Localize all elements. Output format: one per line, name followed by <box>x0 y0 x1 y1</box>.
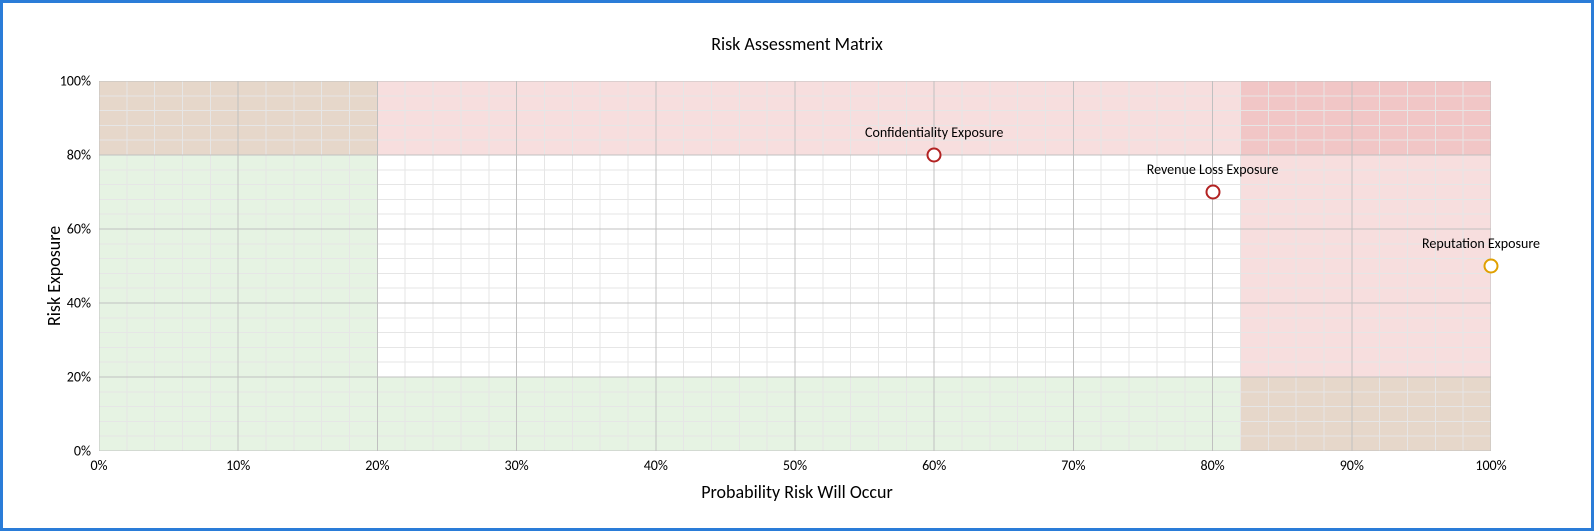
x-tick-label: 10% <box>226 457 250 474</box>
y-tick-label: 40% <box>67 295 91 312</box>
x-tick-label: 20% <box>365 457 389 474</box>
y-tick-label: 20% <box>67 369 91 386</box>
x-tick-label: 90% <box>1340 457 1364 474</box>
gridlines <box>99 81 1491 451</box>
risk-point-label: Reputation Exposure <box>1422 235 1540 252</box>
y-tick-label: 80% <box>67 147 91 164</box>
x-tick-label: 50% <box>783 457 807 474</box>
y-axis-label: Risk Exposure <box>43 226 65 326</box>
x-tick-label: 70% <box>1061 457 1085 474</box>
risk-point-label: Revenue Loss Exposure <box>1147 161 1279 178</box>
risk-point-label: Confidentiality Exposure <box>865 124 1003 141</box>
risk-point <box>1484 259 1499 274</box>
chart-frame: Risk Assessment Matrix Risk Exposure Con… <box>0 0 1594 531</box>
risk-point <box>1205 185 1220 200</box>
x-tick-label: 40% <box>644 457 668 474</box>
plot-area: Confidentiality Exposure Revenue Loss Exp… <box>99 81 1491 451</box>
x-tick-label: 30% <box>504 457 528 474</box>
x-tick-label: 100% <box>1475 457 1506 474</box>
y-tick-label: 0% <box>74 443 91 460</box>
x-tick-label: 60% <box>922 457 946 474</box>
risk-point <box>927 148 942 163</box>
x-tick-label: 80% <box>1200 457 1224 474</box>
x-axis-label: Probability Risk Will Occur <box>3 481 1591 503</box>
y-tick-label: 100% <box>60 73 91 90</box>
y-tick-label: 60% <box>67 221 91 238</box>
x-tick-label: 0% <box>90 457 107 474</box>
chart-title: Risk Assessment Matrix <box>3 33 1591 55</box>
